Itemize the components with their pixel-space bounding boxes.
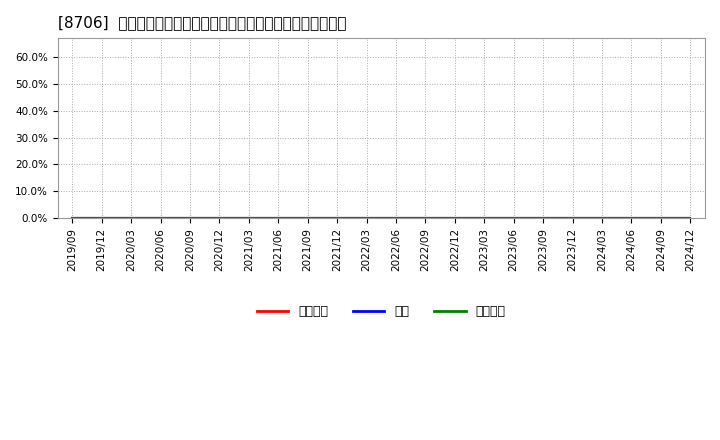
在庫	[127, 216, 135, 221]
在庫	[421, 216, 430, 221]
在庫	[68, 216, 76, 221]
売上債権	[215, 216, 224, 221]
在庫	[303, 216, 312, 221]
売上債権	[627, 216, 636, 221]
在庫	[568, 216, 577, 221]
買入債務	[392, 216, 400, 221]
在庫	[392, 216, 400, 221]
在庫	[156, 216, 165, 221]
在庫	[186, 216, 194, 221]
売上債権	[480, 216, 489, 221]
在庫	[97, 216, 106, 221]
買入債務	[245, 216, 253, 221]
買入債務	[568, 216, 577, 221]
買入債務	[627, 216, 636, 221]
売上債権	[598, 216, 606, 221]
買入債務	[186, 216, 194, 221]
売上債権	[68, 216, 76, 221]
売上債権	[245, 216, 253, 221]
Text: [8706]  売上債権、在庫、買入債務の総資産に対する比率の推移: [8706] 売上債権、在庫、買入債務の総資産に対する比率の推移	[58, 15, 346, 30]
在庫	[627, 216, 636, 221]
在庫	[539, 216, 547, 221]
買入債務	[480, 216, 489, 221]
売上債権	[451, 216, 459, 221]
在庫	[274, 216, 283, 221]
買入債務	[421, 216, 430, 221]
売上債権	[539, 216, 547, 221]
在庫	[480, 216, 489, 221]
在庫	[362, 216, 371, 221]
買入債務	[539, 216, 547, 221]
在庫	[333, 216, 341, 221]
売上債権	[392, 216, 400, 221]
売上債権	[97, 216, 106, 221]
在庫	[510, 216, 518, 221]
在庫	[245, 216, 253, 221]
売上債権	[333, 216, 341, 221]
売上債権	[421, 216, 430, 221]
売上債権	[127, 216, 135, 221]
買入債務	[97, 216, 106, 221]
買入債務	[362, 216, 371, 221]
買入債務	[303, 216, 312, 221]
買入債務	[686, 216, 695, 221]
在庫	[657, 216, 665, 221]
在庫	[598, 216, 606, 221]
買入債務	[68, 216, 76, 221]
買入債務	[657, 216, 665, 221]
買入債務	[510, 216, 518, 221]
売上債権	[510, 216, 518, 221]
売上債権	[686, 216, 695, 221]
売上債権	[657, 216, 665, 221]
買入債務	[215, 216, 224, 221]
買入債務	[127, 216, 135, 221]
買入債務	[333, 216, 341, 221]
買入債務	[451, 216, 459, 221]
在庫	[686, 216, 695, 221]
Legend: 売上債権, 在庫, 買入債務: 売上債権, 在庫, 買入債務	[252, 300, 510, 323]
売上債権	[568, 216, 577, 221]
売上債権	[362, 216, 371, 221]
買入債務	[274, 216, 283, 221]
在庫	[215, 216, 224, 221]
売上債権	[186, 216, 194, 221]
在庫	[451, 216, 459, 221]
売上債権	[303, 216, 312, 221]
買入債務	[598, 216, 606, 221]
買入債務	[156, 216, 165, 221]
売上債権	[156, 216, 165, 221]
売上債権	[274, 216, 283, 221]
